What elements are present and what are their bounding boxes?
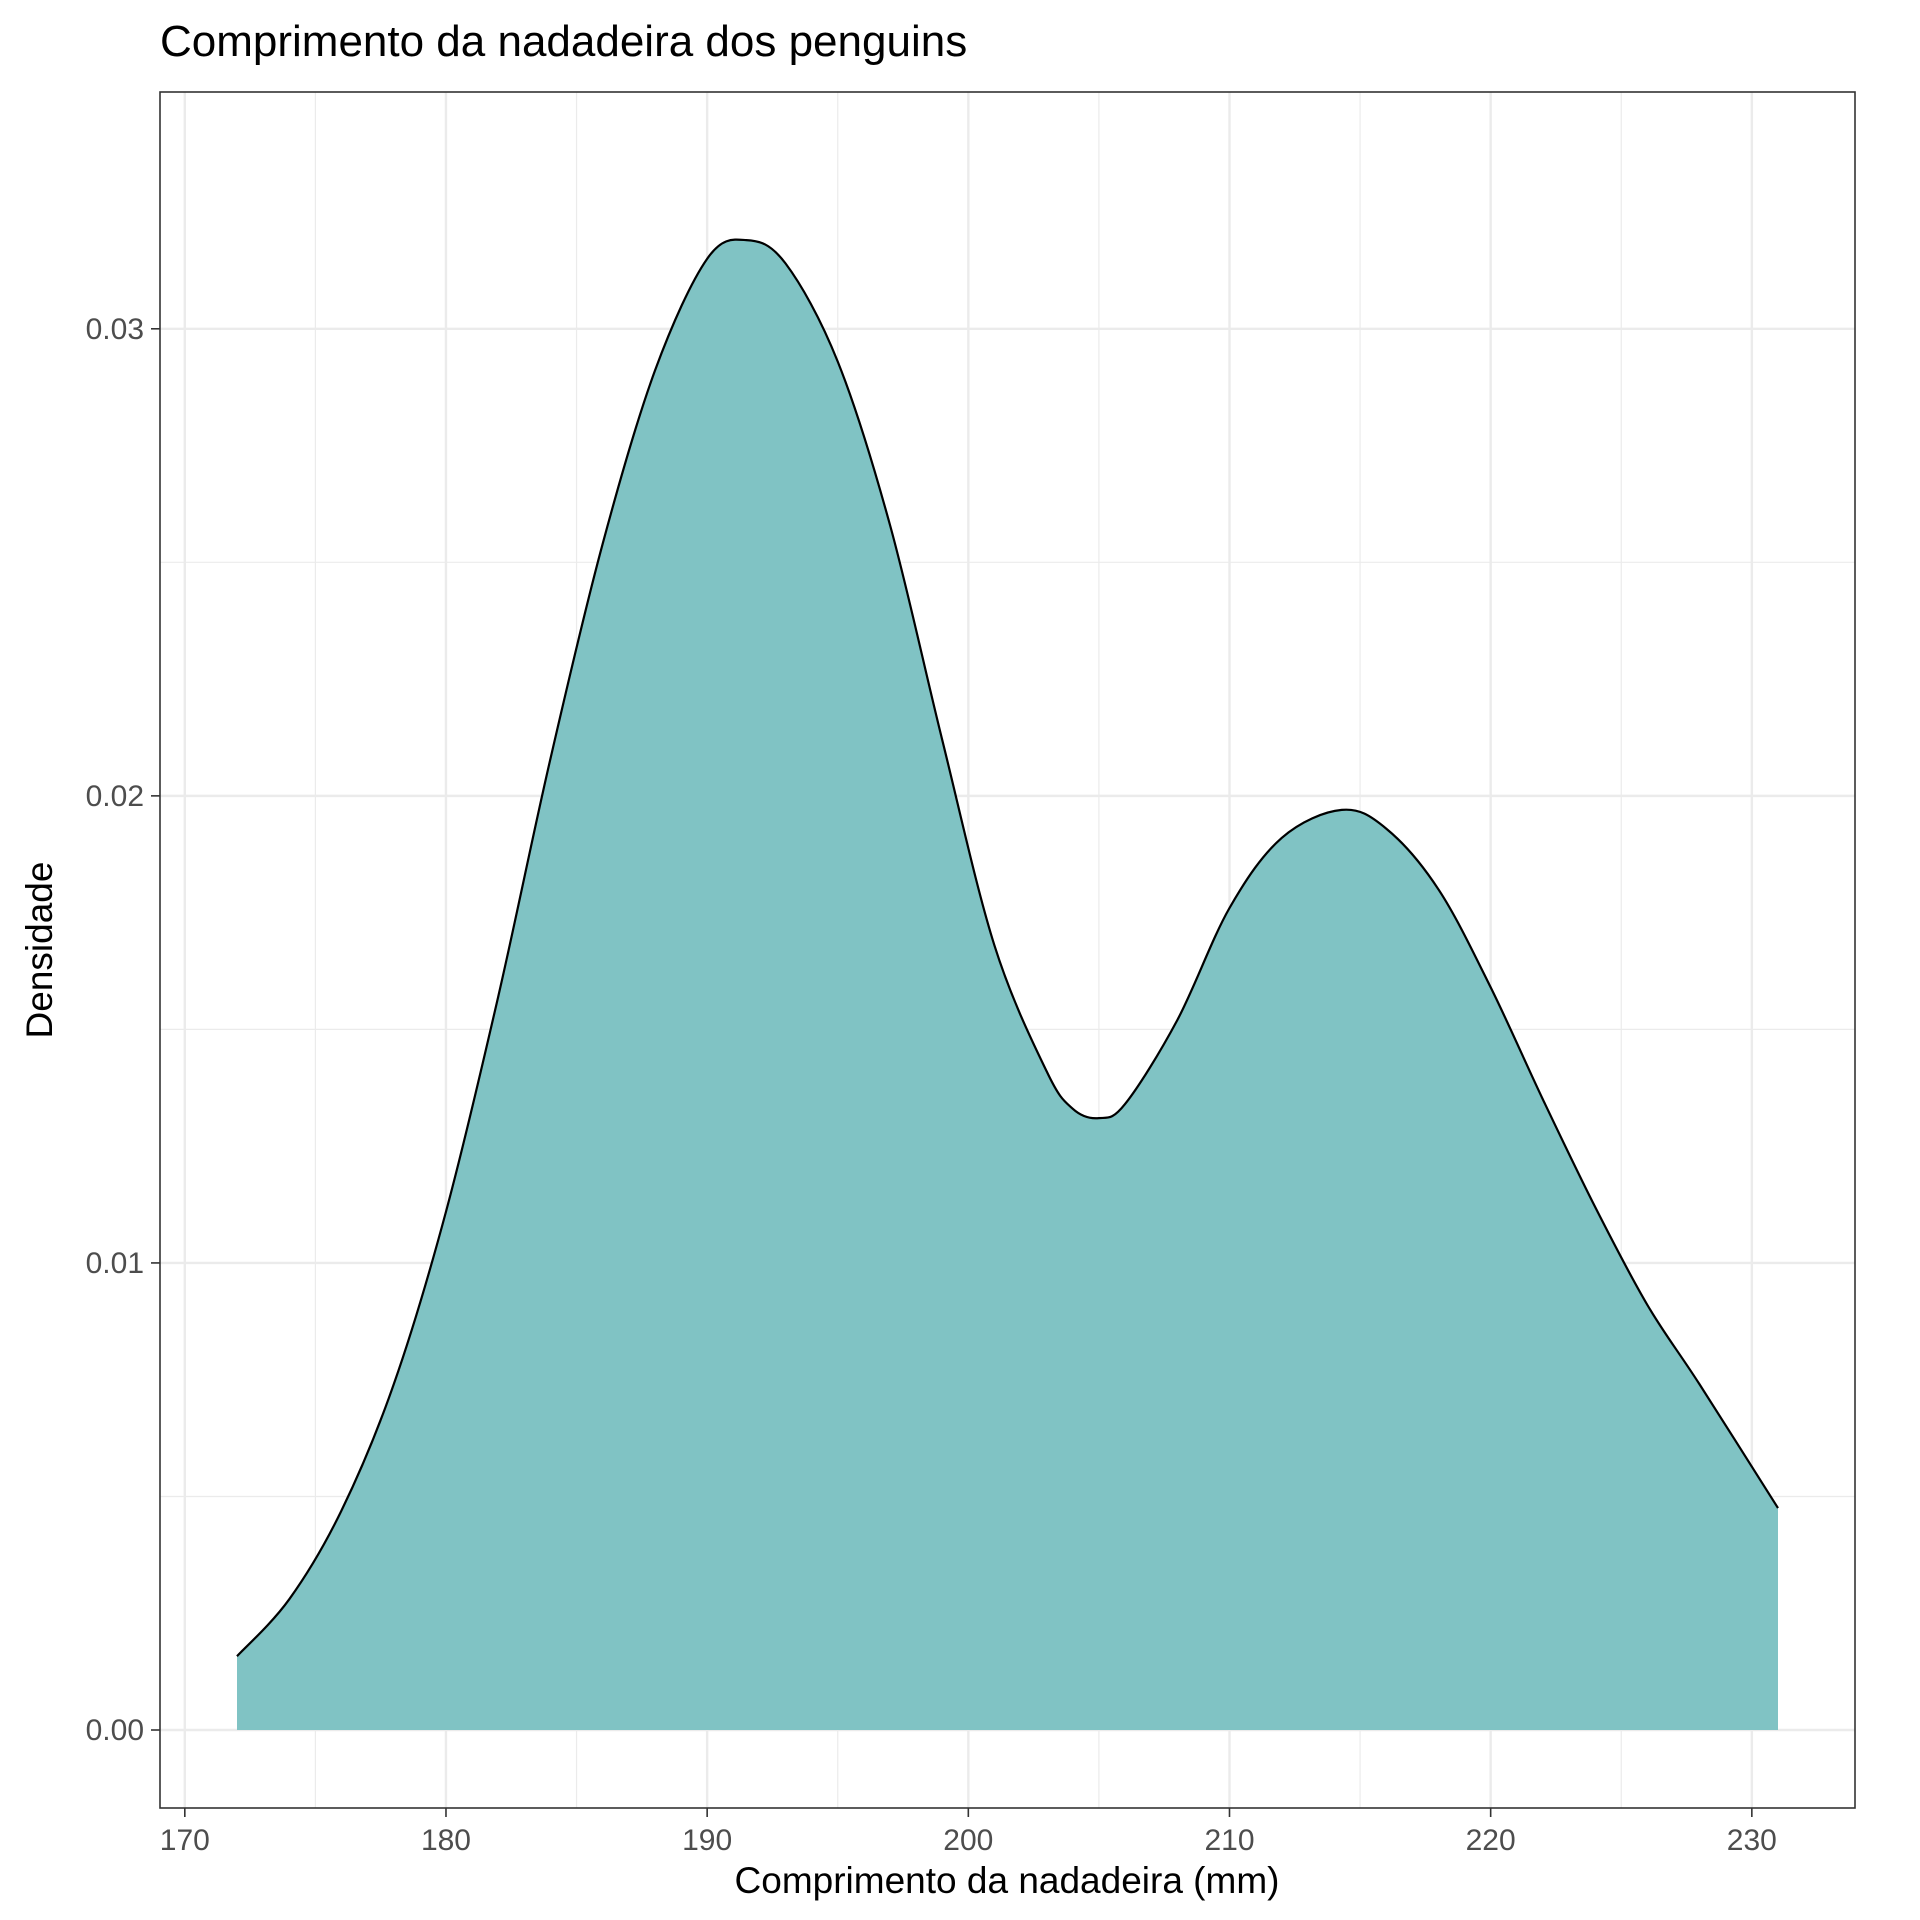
x-tick-label: 210 bbox=[1204, 1824, 1254, 1857]
x-axis-title: Comprimento da nadadeira (mm) bbox=[735, 1860, 1280, 1901]
x-tick-label: 190 bbox=[682, 1824, 732, 1857]
x-tick-label: 230 bbox=[1727, 1824, 1777, 1857]
panel-border bbox=[159, 91, 1856, 1809]
x-tick-label: 180 bbox=[421, 1824, 471, 1857]
y-axis: 0.00 0.01 0.02 0.03 bbox=[86, 313, 160, 1747]
y-axis-title: Densidade bbox=[19, 862, 60, 1039]
y-tick-label: 0.00 bbox=[86, 1714, 144, 1747]
x-tick-label: 170 bbox=[160, 1824, 210, 1857]
plot-panel bbox=[159, 91, 1856, 1809]
chart-title: Comprimento da nadadeira dos penguins bbox=[160, 17, 967, 66]
density-curve bbox=[236, 238, 1779, 1657]
y-tick-label: 0.03 bbox=[86, 313, 144, 346]
y-tick-label: 0.02 bbox=[86, 780, 144, 813]
x-tick-label: 200 bbox=[943, 1824, 993, 1857]
y-tick-label: 0.01 bbox=[86, 1247, 144, 1280]
x-axis: 170 180 190 200 210 220 230 bbox=[160, 1808, 1777, 1857]
x-tick-label: 220 bbox=[1466, 1824, 1516, 1857]
